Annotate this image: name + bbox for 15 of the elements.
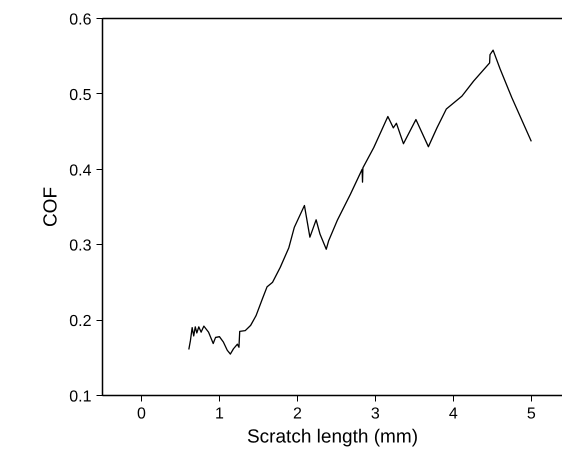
y-tick-label: 0.2 bbox=[69, 313, 92, 330]
x-tick-label: 3 bbox=[370, 406, 380, 422]
x-axis-title: Scratch length (mm) bbox=[246, 426, 418, 448]
y-tick-label: 0.6 bbox=[69, 12, 92, 28]
y-tick-label: 0.3 bbox=[69, 238, 92, 255]
y-axis-title: COF bbox=[40, 186, 62, 228]
x-tick-label: 1 bbox=[215, 406, 224, 422]
line-series bbox=[188, 50, 532, 355]
x-tick-label: 2 bbox=[292, 406, 302, 422]
y-tick-label: 0.5 bbox=[69, 86, 92, 104]
x-tick-label: 0 bbox=[137, 406, 146, 422]
x-tick-label: 5 bbox=[526, 406, 536, 422]
y-tick-label: 0.1 bbox=[69, 388, 92, 406]
y-tick-label: 0.4 bbox=[69, 162, 92, 180]
x-tick-label: 4 bbox=[448, 406, 458, 422]
